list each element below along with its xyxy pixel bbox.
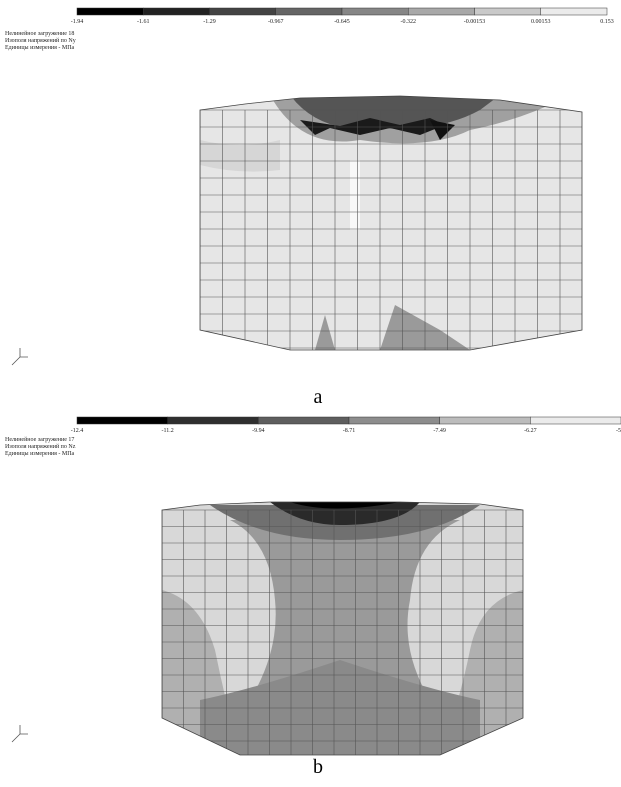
contour-plot-b	[155, 495, 530, 760]
legend-label: -0.645	[334, 19, 350, 25]
legend-swatch	[349, 417, 440, 424]
legend-label: 0.00153	[531, 19, 551, 25]
legend-label: -6.27	[524, 428, 537, 434]
legend-swatch	[143, 8, 209, 15]
legend-swatch	[440, 417, 531, 424]
panel-label: b	[313, 756, 323, 778]
legend-label: -5	[616, 428, 621, 434]
legend-swatch	[168, 417, 259, 424]
contour-plot-a	[195, 90, 590, 360]
header-line: Изополя напряжений по Nz	[5, 443, 76, 450]
legend-swatch	[276, 8, 342, 15]
legend-label: -1.94	[71, 19, 84, 25]
legend-label: 0.153	[600, 19, 614, 25]
legend-swatch	[530, 417, 621, 424]
legend-label: -0.00153	[464, 19, 486, 25]
header-line: Изополя напряжений по Ny	[5, 37, 76, 44]
header-line: Единицы измерения - МПа	[5, 45, 75, 51]
figure: -1.94 -1.61 -1.29 -0.967 -0.645 -0.322 -0.0015…	[0, 0, 621, 787]
legend-swatch	[258, 417, 349, 424]
legend-label: -11.2	[162, 428, 174, 434]
legend-swatch	[77, 8, 143, 15]
legend-label: -1.29	[203, 19, 216, 25]
legend-label: -0.322	[401, 19, 417, 25]
header-line: Нелинейное загружение 17	[5, 436, 74, 443]
legend-swatch	[408, 8, 474, 15]
header-line: Единицы измерения - МПа	[5, 451, 75, 457]
legend-swatch	[541, 8, 607, 15]
legend-label: -1.61	[137, 19, 150, 25]
legend-label: -12.4	[71, 428, 84, 434]
legend-label: -8.71	[343, 428, 356, 434]
legend-swatch	[342, 8, 408, 15]
legend-swatch	[210, 8, 276, 15]
legend-label: -9.94	[252, 428, 265, 434]
header-line: Нелинейное загружение 18	[5, 30, 74, 37]
legend-swatch	[475, 8, 541, 15]
legend-swatch	[77, 417, 168, 424]
axis-icon	[12, 348, 28, 742]
legend-label: -7.49	[433, 428, 446, 434]
panel-label: a	[314, 386, 323, 408]
legend-label: -0.967	[268, 19, 284, 25]
